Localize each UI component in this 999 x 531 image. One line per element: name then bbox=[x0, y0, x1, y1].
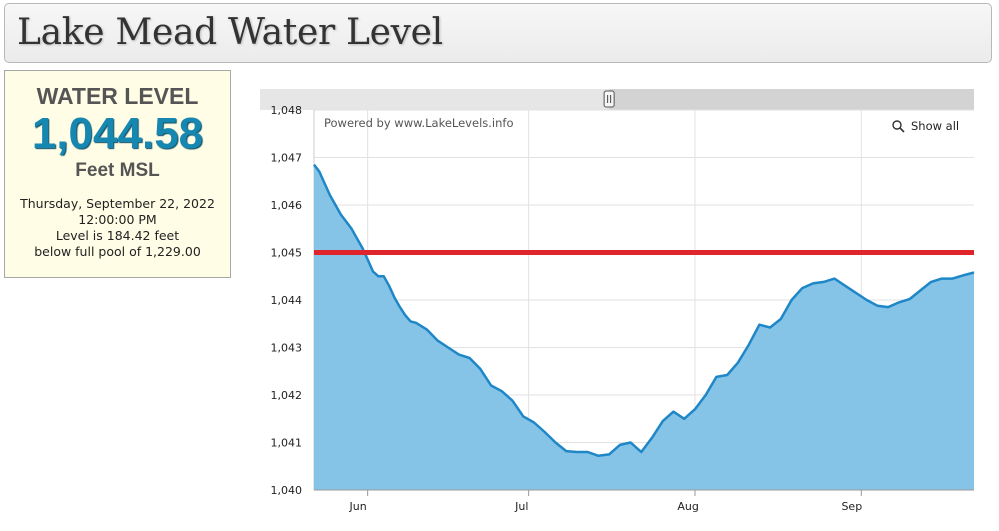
y-tick-label: 1,046 bbox=[271, 199, 303, 212]
y-tick-label: 1,042 bbox=[271, 389, 303, 402]
navigator-selection bbox=[260, 89, 610, 110]
water-level-unit: Feet MSL bbox=[75, 160, 160, 181]
navigator-handle-right[interactable] bbox=[603, 90, 615, 108]
reading-time: 12:00:00 PM bbox=[78, 212, 157, 227]
handle-grip bbox=[603, 90, 615, 108]
water-level-area bbox=[314, 164, 974, 490]
y-tick-label: 1,041 bbox=[271, 437, 303, 450]
water-level-line[interactable] bbox=[313, 163, 975, 458]
x-tick-label: Aug bbox=[677, 500, 698, 513]
chart-credit: Powered by www.LakeLevels.info bbox=[324, 116, 513, 130]
y-tick-label: 1,047 bbox=[271, 152, 303, 165]
show-all-button[interactable]: Show all bbox=[892, 119, 959, 133]
y-tick-label: 1,045 bbox=[271, 247, 303, 260]
water-level-value: 1,044.58 bbox=[31, 109, 204, 158]
page-title: Lake Mead Water Level bbox=[17, 12, 443, 53]
zoom-icon bbox=[892, 120, 905, 133]
y-tick-label: 1,043 bbox=[271, 342, 303, 355]
show-all-label: Show all bbox=[911, 119, 959, 133]
y-tick-label: 1,048 bbox=[271, 104, 303, 117]
water-level-label: WATER LEVEL bbox=[36, 83, 199, 109]
range-navigator[interactable] bbox=[260, 89, 974, 110]
water-level-chart[interactable]: 1,040 1,041 1,042 1,043 1,044 1,045 1,046 1,047… bbox=[260, 85, 980, 520]
y-tick-label: 1,040 bbox=[271, 484, 303, 497]
water-level-panel: WATER LEVEL 1,044.58 Feet MSL Thursday, … bbox=[4, 70, 231, 278]
x-axis: Jun Jul Aug Sep bbox=[349, 490, 862, 513]
full-pool-text: below full pool of 1,229.00 bbox=[34, 244, 201, 259]
y-tick-label: 1,044 bbox=[271, 294, 303, 307]
x-tick-label: Sep bbox=[841, 500, 862, 513]
y-axis: 1,040 1,041 1,042 1,043 1,044 1,045 1,046 1,047… bbox=[271, 104, 303, 497]
below-full-pool-text: Level is 184.42 feet bbox=[55, 228, 180, 243]
title-bar: Lake Mead Water Level bbox=[4, 3, 992, 63]
x-tick-label: Jun bbox=[349, 500, 367, 513]
x-tick-label: Jul bbox=[514, 500, 528, 513]
water-level-details: Thursday, September 22, 2022 12:00:00 PM… bbox=[5, 196, 230, 260]
reading-date: Thursday, September 22, 2022 bbox=[20, 196, 215, 211]
